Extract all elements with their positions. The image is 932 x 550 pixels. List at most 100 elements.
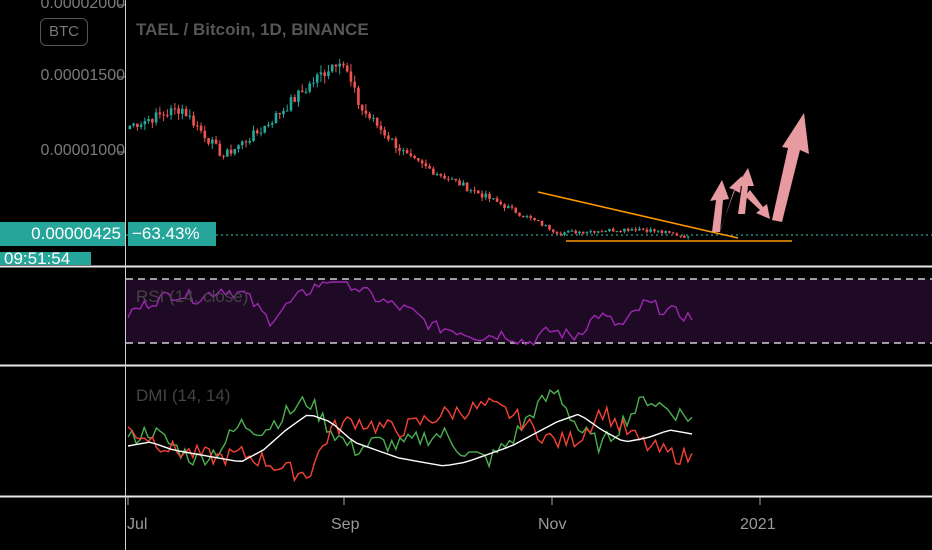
candle-body <box>491 198 495 200</box>
candle-body <box>402 150 405 152</box>
candlestick-series <box>128 58 690 240</box>
candle-body <box>210 139 214 144</box>
candle-body <box>379 125 383 130</box>
candle-body <box>619 231 622 233</box>
candle-body <box>278 113 282 115</box>
candle-body <box>330 64 334 72</box>
candle-body <box>548 224 551 230</box>
candle-body <box>375 117 379 126</box>
arrow-up-3 <box>772 113 809 222</box>
candle-body <box>634 229 637 231</box>
candle-body <box>611 228 615 232</box>
candle-body <box>668 231 671 233</box>
candle-body <box>196 125 199 127</box>
candle-body <box>413 155 416 159</box>
candle-body <box>214 139 218 144</box>
candle-body <box>529 216 533 218</box>
candle-body <box>390 138 394 140</box>
candle-body <box>274 113 278 124</box>
candle-body <box>166 115 169 117</box>
candle-body <box>566 231 570 233</box>
projection-arrows <box>710 113 809 232</box>
arrow-down-1 <box>720 176 742 232</box>
y-label-0: 0.00002000 <box>40 0 125 12</box>
candle-body <box>229 149 233 154</box>
rsi-band-background <box>126 279 932 343</box>
arrow-up-2 <box>736 168 754 214</box>
candle-body <box>432 168 435 175</box>
candle-body <box>312 82 315 84</box>
candle-body <box>181 108 184 114</box>
candle-body <box>244 141 248 143</box>
candle-body <box>540 220 544 226</box>
candle-body <box>173 108 177 110</box>
candle-body <box>342 63 345 66</box>
candle-body <box>462 182 465 186</box>
change-badge: −63.43% <box>128 222 216 246</box>
candle-body <box>570 230 574 232</box>
y-label-2: 0.00001000 <box>40 142 125 159</box>
candle-body <box>199 125 203 131</box>
candle-body <box>334 64 338 67</box>
candle-body <box>608 228 611 232</box>
candle-body <box>297 90 300 102</box>
candle-body <box>169 108 173 116</box>
candle-body <box>323 72 327 77</box>
candle-body <box>623 228 626 232</box>
candle-body <box>255 130 259 134</box>
x-label-sep: Sep <box>331 516 360 533</box>
candle-body <box>469 190 473 192</box>
candle-body <box>484 193 488 198</box>
candle-body <box>383 129 386 136</box>
candle-body <box>218 143 222 156</box>
candle-body <box>683 235 686 238</box>
candle-body <box>585 232 589 234</box>
rsi-line <box>127 281 693 347</box>
candle-body <box>394 138 398 149</box>
candle-body <box>656 230 660 232</box>
countdown-badge: 09:51:54 <box>0 252 91 265</box>
candle-body <box>450 178 454 180</box>
dmi-plus-line <box>127 388 693 469</box>
dmi-minus-line <box>127 397 693 483</box>
candle-body <box>536 220 540 222</box>
candle-body <box>514 207 518 213</box>
candle-body <box>465 182 469 191</box>
candle-body <box>660 230 664 233</box>
candle-body <box>372 117 375 119</box>
descending-trendline <box>537 191 739 239</box>
candle-body <box>162 114 165 116</box>
candle-body <box>641 228 645 230</box>
candle-body <box>192 115 195 126</box>
candle-body <box>203 130 207 139</box>
candle-body <box>653 229 656 232</box>
adx-line <box>127 413 693 467</box>
candle-body <box>282 110 285 115</box>
candle-body <box>499 201 503 205</box>
candle-body <box>184 108 188 117</box>
candle-body <box>488 193 491 199</box>
candle-body <box>304 91 308 93</box>
candle-body <box>533 217 536 221</box>
candle-body <box>454 178 458 181</box>
candle-body <box>675 233 679 236</box>
candle-body <box>143 121 147 125</box>
rsi-series <box>127 281 693 347</box>
symbol-button[interactable]: BTC <box>40 18 88 46</box>
arrow-up-1 <box>710 180 729 232</box>
candle-body <box>345 65 349 72</box>
candle-body <box>128 125 132 130</box>
candle-body <box>578 231 581 234</box>
x-label-nov: Nov <box>538 516 567 533</box>
candle-body <box>555 231 559 234</box>
candle-body <box>503 204 506 209</box>
x-label-2021: 2021 <box>740 516 776 533</box>
candle-body <box>357 87 360 106</box>
candle-body <box>248 141 252 143</box>
candle-body <box>293 97 297 102</box>
candle-body <box>563 232 566 235</box>
candle-body <box>600 231 604 233</box>
candle-body <box>589 231 593 233</box>
candle-body <box>300 90 304 93</box>
